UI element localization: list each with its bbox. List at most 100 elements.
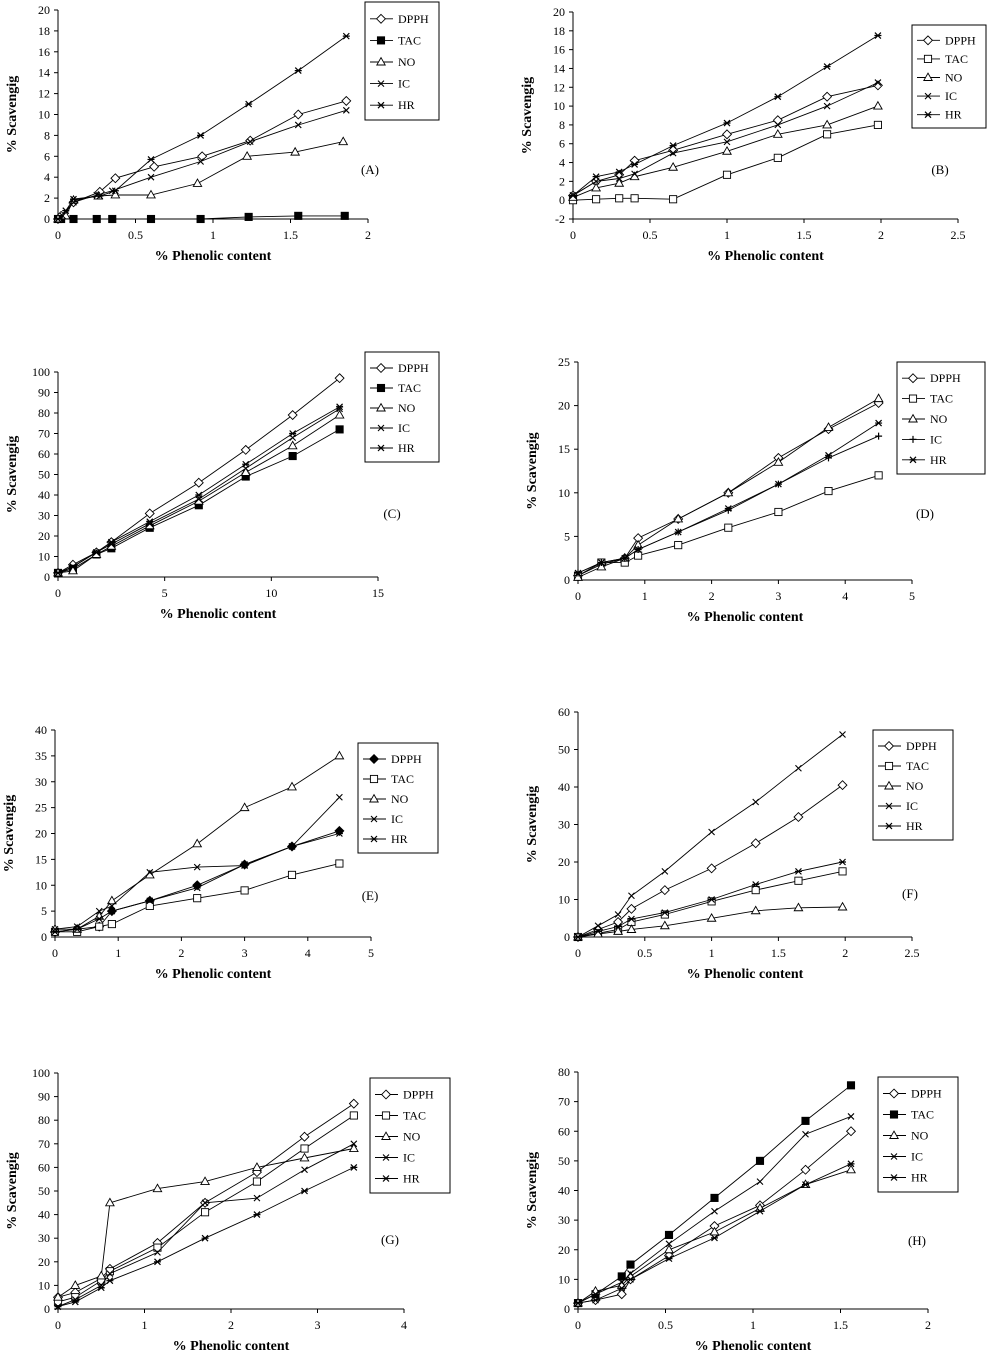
data-point <box>69 563 77 571</box>
y-tick-label: 0 <box>559 193 565 207</box>
panel-label: (C) <box>383 506 400 521</box>
y-tick-label: 12 <box>553 80 565 94</box>
legend-marker <box>884 780 894 790</box>
data-point <box>823 102 831 110</box>
legend: DPPH TAC NO IC HR <box>877 1076 959 1193</box>
y-tick-label: 0 <box>564 930 570 944</box>
data-point <box>822 119 833 129</box>
data-point <box>660 910 669 919</box>
data-point <box>95 915 103 923</box>
data-point <box>774 93 782 101</box>
data-point <box>592 1290 599 1298</box>
data-point <box>874 79 882 86</box>
data-point <box>106 895 117 905</box>
legend-marker <box>885 802 893 810</box>
x-tick-label: 0 <box>55 1318 61 1332</box>
y-axis-label: % Scavengig <box>520 77 535 154</box>
series-ic <box>569 79 882 199</box>
data-point <box>823 130 832 139</box>
data-point <box>838 867 847 876</box>
panel-label: (D) <box>916 506 934 521</box>
legend-entry: TAC <box>911 1108 934 1122</box>
y-tick-label: 2 <box>44 191 50 205</box>
data-point <box>722 145 732 155</box>
data-point <box>108 214 117 224</box>
data-point <box>146 868 154 876</box>
legend-marker <box>377 424 385 432</box>
legend-entry: HR <box>911 1171 928 1185</box>
data-point <box>618 1284 626 1292</box>
legend-marker <box>908 394 918 403</box>
data-point <box>300 1144 309 1153</box>
legend-entry: HR <box>930 453 947 467</box>
legend-entry: DPPH <box>398 361 429 375</box>
data-point <box>95 907 103 915</box>
x-axis-label: % Phenolic content <box>707 249 824 264</box>
series-line <box>57 109 347 220</box>
data-point <box>591 182 602 192</box>
data-point <box>569 192 577 199</box>
y-tick-label: 20 <box>558 399 570 413</box>
legend-marker <box>377 444 385 452</box>
x-tick-label: 2 <box>228 1318 234 1332</box>
series-no <box>53 136 349 223</box>
legend-marker <box>369 793 379 803</box>
series-ic <box>54 1140 358 1311</box>
y-tick-label: 0 <box>41 930 47 944</box>
legend-marker <box>381 1111 391 1120</box>
data-point <box>794 867 802 875</box>
data-point <box>289 430 297 437</box>
y-tick-label: 10 <box>558 486 570 500</box>
data-point <box>299 1131 310 1142</box>
y-tick-label: 30 <box>35 775 47 789</box>
legend-entry: NO <box>398 55 416 69</box>
series-hr <box>51 830 343 936</box>
y-tick-label: 60 <box>38 1160 50 1174</box>
data-point <box>664 1230 674 1239</box>
data-point <box>674 541 683 550</box>
y-tick-label: 0 <box>564 573 570 587</box>
legend-entry: IC <box>403 1151 415 1165</box>
data-point <box>70 198 77 206</box>
y-tick-label: 16 <box>553 43 565 57</box>
x-axis-label: % Phenolic content <box>155 249 272 264</box>
legend-entry: HR <box>398 441 415 455</box>
data-point <box>197 158 204 165</box>
legend: DPPH TAC NO IC HR <box>357 742 439 854</box>
legend-entry: HR <box>403 1172 420 1186</box>
data-point <box>54 215 62 223</box>
data-point <box>71 1298 79 1306</box>
x-tick-label: 1 <box>724 228 730 242</box>
legend-marker <box>381 1131 391 1140</box>
data-point <box>108 907 116 915</box>
data-point <box>839 858 847 866</box>
data-point <box>825 451 832 459</box>
legend-marker <box>376 56 386 66</box>
data-point <box>334 750 345 760</box>
data-point <box>92 548 100 556</box>
x-tick-label: 4 <box>842 589 848 603</box>
data-point <box>193 477 204 488</box>
legend-entry: DPPH <box>911 1087 942 1101</box>
data-point <box>240 467 251 476</box>
data-point <box>301 1166 308 1174</box>
series-line <box>57 141 344 220</box>
series-line <box>577 734 843 938</box>
panel-b: -2 0 2 4 6 8 10 12 14 16 18 20 0 0.5 1 1.5 2 2.5 % Phenoli… <box>520 5 987 264</box>
data-point <box>350 1140 358 1148</box>
data-point <box>668 161 679 171</box>
legend-marker <box>382 1175 390 1182</box>
data-point <box>659 885 670 896</box>
x-tick-label: 2 <box>925 1318 931 1332</box>
y-axis-label: % Scavengig <box>525 432 540 509</box>
y-tick-label: 12 <box>38 87 50 101</box>
legend-entry: DPPH <box>403 1088 434 1102</box>
legend-marker <box>380 1089 392 1100</box>
y-tick-label: 18 <box>38 24 50 38</box>
data-point <box>69 214 78 224</box>
data-point <box>751 886 760 895</box>
data-point <box>615 175 623 182</box>
data-point <box>338 136 349 146</box>
data-point <box>631 170 638 178</box>
